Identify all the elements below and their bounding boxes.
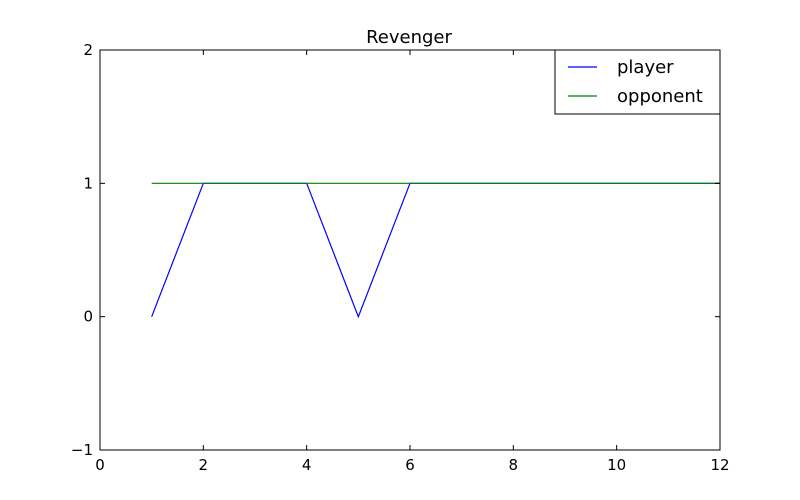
y-tick-label: 0 [83, 308, 93, 326]
legend-box [554, 49, 721, 115]
y-tick-label: 1 [83, 174, 93, 192]
legend: player opponent [554, 49, 721, 115]
x-tick-label: 6 [405, 456, 415, 474]
series-line-player [151, 182, 720, 319]
chart-title: Revenger [366, 27, 452, 48]
x-tick-label: 4 [302, 456, 312, 474]
legend-label-player: player [617, 57, 674, 78]
x-tick-label: 8 [509, 456, 519, 474]
legend-label-opponent: opponent [617, 86, 703, 107]
x-tick-label: 0 [95, 456, 105, 474]
y-tick-label: 2 [83, 41, 93, 59]
x-tick-label: 2 [199, 456, 209, 474]
x-tick-label: 10 [607, 456, 626, 474]
y-tick-label: −1 [71, 441, 93, 459]
plot-area [151, 182, 720, 319]
x-tick-label: 12 [710, 456, 729, 474]
